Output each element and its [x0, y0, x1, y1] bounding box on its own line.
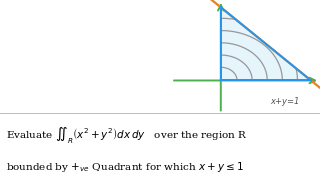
Text: x+y=1: x+y=1 [270, 97, 300, 106]
Text: Evaluate $\iint_R \left(x^2 + y^2\right)dx\,dy$   over the region R: Evaluate $\iint_R \left(x^2 + y^2\right)… [6, 125, 248, 146]
Text: Evaluation of
Double Integrals
Type 3 (model 3): Evaluation of Double Integrals Type 3 (m… [12, 30, 127, 78]
Text: bounded by $+_{ve}$ Quadrant for which $x + y \leq 1$: bounded by $+_{ve}$ Quadrant for which $… [6, 160, 244, 174]
Polygon shape [221, 7, 311, 80]
